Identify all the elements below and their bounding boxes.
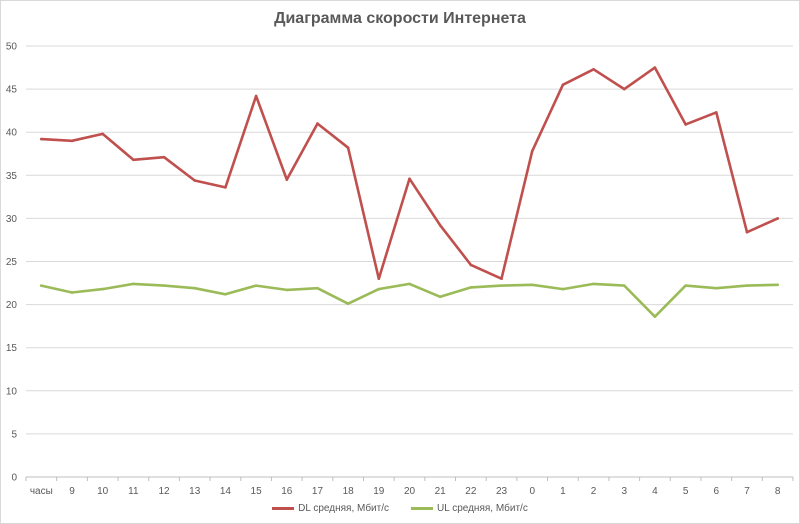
data-point-series-2 <box>316 286 319 290</box>
data-point-series-1 <box>745 230 749 234</box>
x-tick-label: 22 <box>465 486 477 497</box>
data-point-series-2 <box>40 284 43 287</box>
data-point-series-1 <box>500 277 503 281</box>
x-tick-label: 17 <box>312 486 324 497</box>
legend-item-2: UL средняя, Мбит/с <box>411 503 528 514</box>
y-tick-label: 10 <box>6 386 18 397</box>
x-tick-label: 7 <box>744 486 750 497</box>
x-tick-label: 10 <box>97 486 109 497</box>
legend-item-1: DL средняя, Мбит/с <box>272 503 389 514</box>
data-point-series-2 <box>132 282 135 286</box>
legend-swatch <box>272 507 295 510</box>
x-tick-label: 8 <box>775 486 781 497</box>
chart-legend: DL средняя, Мбит/с UL средняя, Мбит/с <box>1 503 799 514</box>
x-tick-label: 9 <box>69 486 75 497</box>
data-point-series-2 <box>254 284 258 287</box>
data-point-series-2 <box>776 283 779 287</box>
data-point-series-1 <box>592 67 595 71</box>
series-line-1 <box>39 66 780 281</box>
data-point-series-1 <box>438 223 442 227</box>
data-point-series-2 <box>745 284 749 287</box>
data-point-series-2 <box>530 283 534 287</box>
y-tick-label: 25 <box>6 257 18 268</box>
legend-label: DL средняя, Мбит/с <box>298 503 389 514</box>
x-tick-label: 14 <box>220 486 232 497</box>
x-tick-label: 4 <box>652 486 658 497</box>
y-tick-label: 40 <box>6 128 18 139</box>
x-tick-label: 20 <box>404 486 416 497</box>
x-tick-label: 12 <box>158 486 170 497</box>
data-point-series-1 <box>469 263 473 267</box>
x-tick-label: 5 <box>683 486 689 497</box>
data-point-series-1 <box>285 178 289 181</box>
data-point-series-1 <box>162 155 166 159</box>
data-point-series-2 <box>346 302 350 306</box>
data-point-series-1 <box>101 132 104 136</box>
data-point-series-1 <box>224 186 227 189</box>
data-point-series-1 <box>193 179 197 182</box>
data-point-series-2 <box>377 287 381 291</box>
data-point-series-1 <box>653 66 657 69</box>
chart-title: Диаграмма скорости Интернета <box>274 10 526 27</box>
y-tick-label: 35 <box>6 171 18 182</box>
data-point-series-1 <box>776 217 779 220</box>
data-point-series-2 <box>500 284 503 287</box>
x-tick-label: 19 <box>373 486 385 497</box>
x-tick-label: 3 <box>621 486 627 497</box>
data-point-series-2 <box>70 291 74 294</box>
x-tick-label: 16 <box>281 486 293 497</box>
data-point-series-2 <box>438 295 442 299</box>
data-point-series-2 <box>561 287 565 291</box>
data-point-series-1 <box>561 83 565 87</box>
data-point-series-1 <box>408 177 411 181</box>
y-tick-label: 0 <box>11 473 17 484</box>
y-tick-label: 20 <box>6 300 18 311</box>
legend-swatch <box>411 507 433 510</box>
data-point-series-1 <box>132 158 135 162</box>
y-tick-label: 30 <box>6 214 18 225</box>
data-point-series-1 <box>316 122 319 125</box>
x-tick-label: 23 <box>496 486 508 497</box>
y-tick-label: 50 <box>6 42 18 53</box>
data-point-series-2 <box>469 286 473 289</box>
y-tick-label: 45 <box>6 85 18 96</box>
data-point-series-2 <box>622 284 626 287</box>
data-point-series-2 <box>684 284 687 287</box>
x-tick-label: 2 <box>591 486 597 497</box>
x-tick-label: 11 <box>128 486 139 497</box>
data-point-series-2 <box>162 284 166 287</box>
data-point-series-1 <box>715 111 718 114</box>
series-line-2 <box>39 282 780 319</box>
data-point-series-1 <box>377 277 381 281</box>
x-tick-label: 15 <box>251 486 263 497</box>
data-point-series-2 <box>715 286 718 290</box>
data-point-series-1 <box>622 87 626 91</box>
legend-label: UL средняя, Мбит/с <box>437 503 528 514</box>
x-tick-label: 13 <box>189 486 201 497</box>
data-point-series-1 <box>40 137 43 141</box>
data-point-series-1 <box>530 149 534 153</box>
x-tick-label: 0 <box>529 486 535 497</box>
x-tick-label: 21 <box>435 486 447 497</box>
data-point-series-1 <box>346 146 350 150</box>
x-tick-label: 18 <box>343 486 355 497</box>
data-point-series-1 <box>70 139 74 143</box>
data-point-series-1 <box>684 123 687 126</box>
x-tick-label: 1 <box>560 486 566 497</box>
data-point-series-2 <box>224 292 227 296</box>
data-point-series-2 <box>408 282 411 286</box>
y-tick-label: 15 <box>6 343 18 354</box>
data-point-series-2 <box>193 286 197 290</box>
data-point-series-1 <box>254 94 258 98</box>
data-point-series-2 <box>101 287 104 291</box>
data-point-series-2 <box>592 282 595 286</box>
y-tick-label: 5 <box>11 429 17 440</box>
data-point-series-2 <box>285 288 289 292</box>
x-tick-label: часы <box>30 486 53 497</box>
x-tick-label: 6 <box>714 486 720 497</box>
data-point-series-2 <box>653 315 657 318</box>
